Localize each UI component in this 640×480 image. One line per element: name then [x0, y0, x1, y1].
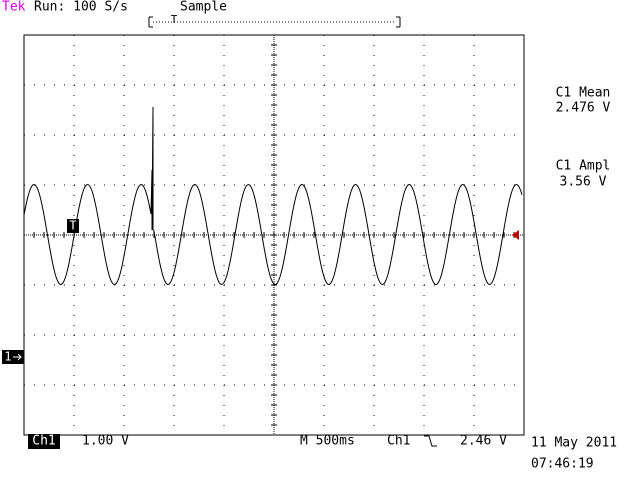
channel-label: Ch1: [32, 434, 55, 449]
measurement-label: C1 Mean: [556, 86, 611, 101]
date: 11 May 2011: [531, 436, 617, 451]
trigger-source: Ch1: [387, 434, 410, 449]
channel-box: [28, 434, 60, 449]
measurement-label: C1 Ampl: [556, 159, 611, 174]
trigger-level-marker: [512, 230, 519, 240]
time: 07:46:19: [531, 457, 594, 472]
channel-arrow: [13, 353, 22, 361]
channel-marker: 1: [4, 350, 11, 364]
waveform: [23, 106, 523, 286]
trigger-slope: [424, 435, 437, 447]
trigger-marker: T: [69, 219, 76, 233]
measurement-value: 2.476 V: [556, 101, 611, 116]
record-trigger-marker: T: [171, 13, 178, 26]
trigger-level: 2.46 V: [460, 434, 507, 449]
record-bracket: [148, 16, 401, 28]
trigger-marker-box: [67, 219, 79, 233]
measurement-value: 3.56 V: [560, 175, 607, 190]
graticule-border: [23, 34, 525, 436]
timebase: M 500ms: [300, 434, 355, 449]
brand: Tek: [2, 0, 26, 15]
acquisition-mode: Sample: [180, 0, 227, 15]
graticule: [23, 34, 525, 436]
vertical-scale: 1.00 V: [82, 434, 129, 449]
acquisition-status: Run: 100 S/s: [34, 0, 128, 15]
